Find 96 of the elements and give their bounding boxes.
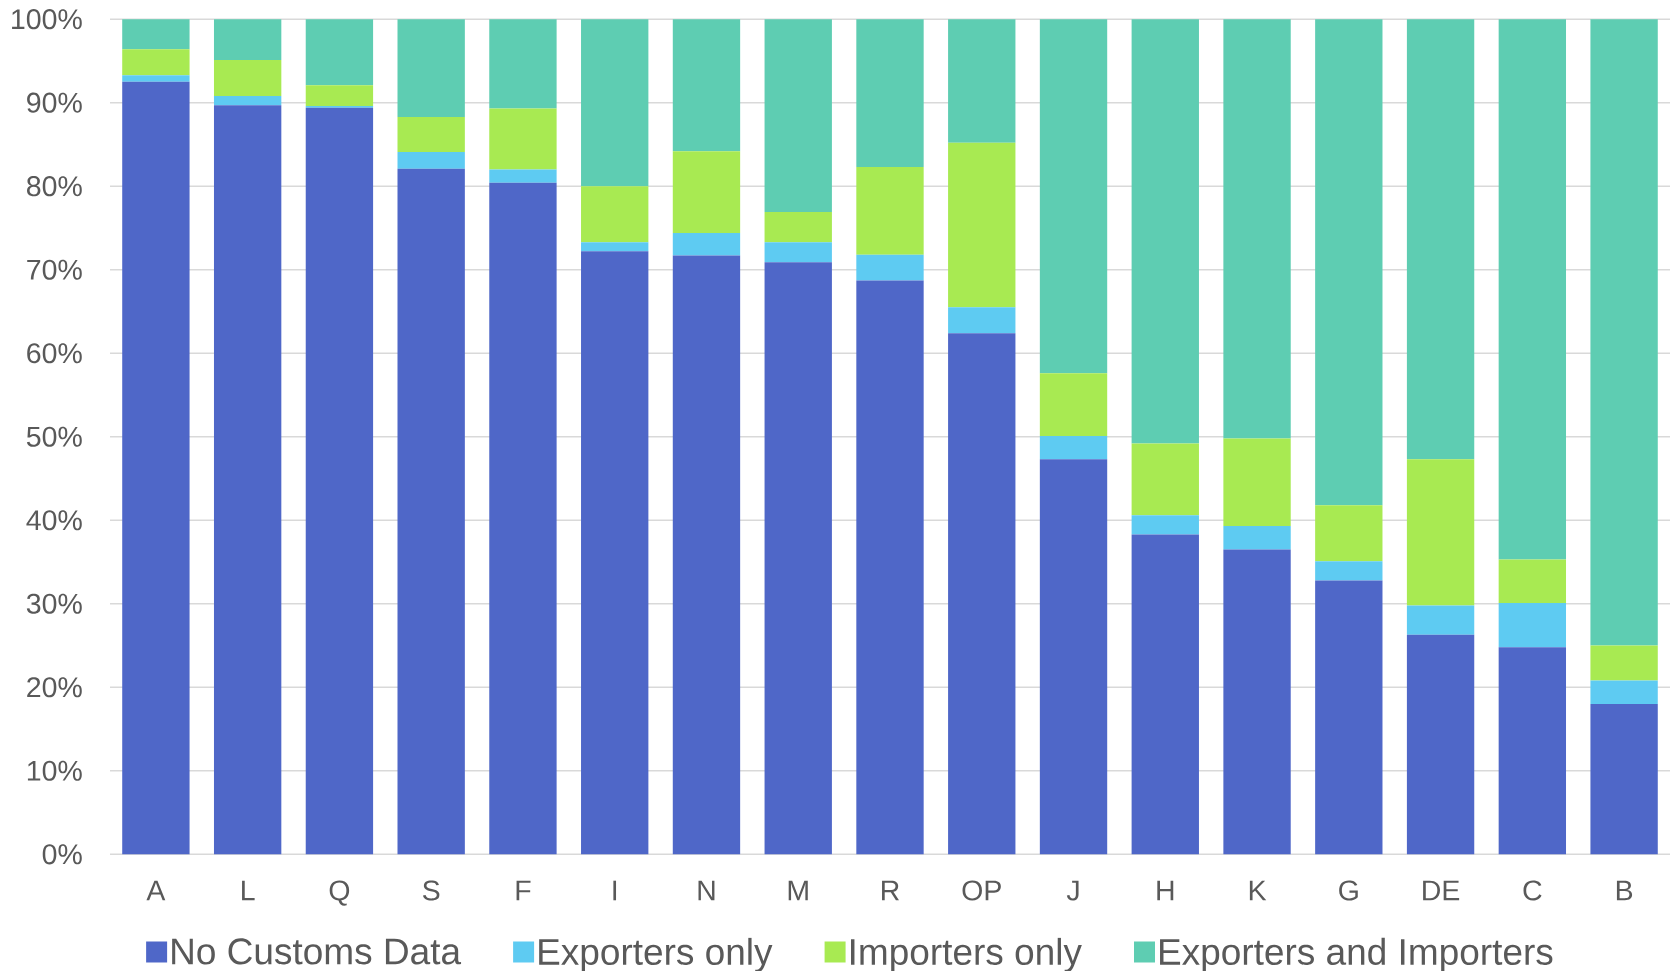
bar [122,75,190,82]
bar [764,19,832,213]
bar [122,81,190,855]
bar [1131,534,1199,855]
bar [1498,19,1567,560]
x-tick-label: R [882,880,899,901]
bar [1315,505,1383,562]
y-tick-label: 30% [26,593,82,614]
bar [1131,19,1199,444]
bar [1406,634,1475,855]
bar [1406,459,1475,606]
x-tick-label: DE [1423,880,1460,901]
x-tick-label: M [788,880,808,901]
x-tick-label: J [1066,880,1079,901]
bar [122,49,190,76]
bar [1498,647,1567,855]
x-tick-label: B [1616,880,1633,901]
bar [1406,605,1475,635]
bar [397,168,465,855]
bar [672,255,741,855]
bar [672,232,741,256]
bar [1039,19,1108,374]
bar [764,212,832,243]
bar [856,19,924,167]
bar [489,19,557,109]
bar [948,333,1016,855]
x-tick-label: K [1249,880,1267,901]
y-tick-label: 100% [12,9,82,30]
x-tick-label: L [242,880,255,901]
x-tick-label: I [613,880,617,901]
x-tick-label: S [422,880,440,901]
x-tick-label: N [698,880,715,901]
bar [1315,580,1383,855]
bar [1039,459,1108,855]
bar [1223,19,1291,439]
bar [581,251,649,855]
bar [1223,438,1291,527]
x-tick-label: OP [962,880,1001,901]
bar [305,19,374,86]
bar [305,85,374,107]
bar [1590,680,1658,704]
bar [122,19,190,50]
bar [489,182,557,855]
bar [948,307,1016,334]
bar [213,60,282,97]
bar [1590,703,1658,855]
bar [581,19,649,187]
y-tick-label: 80% [27,176,82,197]
bar [1223,526,1291,550]
bar [489,108,557,170]
bar [856,167,924,255]
bar [581,186,649,243]
bar [213,19,282,61]
bar [397,116,465,152]
bar [1131,515,1199,535]
bar [1498,602,1567,648]
y-tick-label: 70% [27,259,82,280]
bar [764,262,832,855]
bar [1315,19,1383,506]
bar [856,254,924,281]
legend-label: No Customs Data [172,938,462,965]
y-tick-label: 10% [27,760,82,781]
bar [948,142,1016,308]
bar [1039,435,1108,460]
bar [1406,19,1475,460]
x-tick-label: C [1523,880,1542,901]
x-tick-label: F [516,880,531,901]
y-tick-label: 40% [26,510,82,531]
bar [856,280,924,855]
bar [489,169,557,183]
bar [1223,549,1291,855]
bar [213,96,282,106]
bar [1590,19,1658,646]
x-tick-label: G [1339,880,1358,901]
x-tick-label: H [1157,880,1174,901]
bar [672,19,741,152]
bar [1315,561,1383,581]
y-tick-label: 90% [27,92,82,113]
bar [213,105,282,855]
y-tick-label: 50% [26,426,82,447]
bar [1590,645,1658,681]
bar [948,19,1016,143]
y-tick-label: 60% [27,343,82,364]
bar [1131,443,1199,516]
bar [305,107,374,855]
bar [1498,559,1567,603]
bar [581,242,649,252]
bar [1039,373,1108,436]
bar [764,242,832,263]
bar [397,151,465,169]
bar [397,19,465,117]
y-tick-label: 0% [42,844,82,865]
x-tick-label: A [146,880,166,901]
bar [672,151,741,233]
x-tick-label: Q [329,880,350,906]
y-tick-label: 20% [27,677,82,698]
